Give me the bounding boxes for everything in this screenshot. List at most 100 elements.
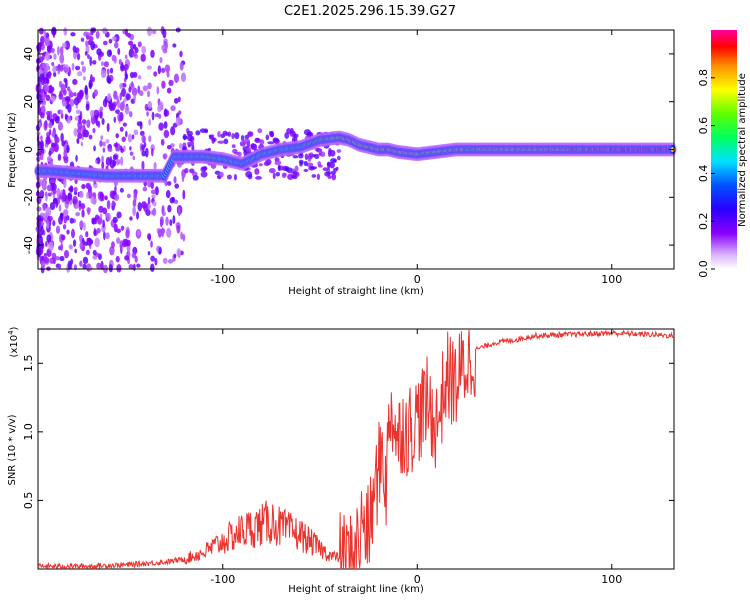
spectrogram-noise-speck [37, 215, 42, 222]
spectrogram-noise-speck [96, 48, 102, 56]
spectrogram-noise-speck [129, 216, 133, 221]
spectrogram-noise-speck [86, 192, 89, 199]
spectrogram-noise-speck [66, 229, 70, 235]
spectrogram-noise-speck [80, 37, 85, 42]
spectrogram-noise-speck [113, 142, 119, 148]
spectrogram-noise-speck [60, 234, 66, 241]
spectrogram-noise-speck [163, 108, 168, 117]
spectrogram-noise-speck [142, 85, 148, 92]
spectrogram-noise-speck [79, 241, 84, 250]
spectrogram-noise-speck [60, 113, 64, 119]
spectrogram-noise-speck [112, 216, 118, 224]
spectrogram-noise-speck [58, 92, 64, 100]
spectrogram-noise-speck [70, 228, 75, 239]
spectrogram-noise-speck [324, 171, 331, 177]
spectrogram-noise-speck [195, 130, 201, 136]
spectrogram-noise-speck [150, 255, 156, 262]
spectrogram-noise-speck [64, 40, 71, 50]
spectrogram-noise-speck [128, 86, 132, 93]
spectrogram-noise-speck [132, 71, 138, 78]
spectrogram-noise-speck [203, 128, 209, 134]
spectrogram-noise-speck [292, 155, 299, 159]
spectrogram-noise-speck [46, 114, 51, 121]
spectrogram-noise-speck [247, 174, 253, 180]
spectrogram-noise-speck [66, 116, 71, 124]
spectrogram-noise-speck [141, 133, 145, 144]
colorbar-tick-label: 0.2 [697, 212, 710, 230]
colorbar-tick-label: 0.4 [697, 165, 710, 183]
spectrogram-noise-speck [38, 121, 42, 128]
spectrogram-noise-speck [63, 156, 69, 164]
spectrogram-noise-speck [121, 100, 125, 109]
spectrogram-noise-speck [211, 137, 217, 142]
spectrogram-noise-speck [51, 142, 57, 148]
spectrogram-noise-speck [100, 135, 104, 140]
spectrogram-noise-speck [275, 171, 281, 177]
spectrogram-noise-speck [94, 214, 100, 220]
spectrogram-noise-speck [143, 202, 148, 212]
spectrogram-noise-speck [336, 149, 342, 153]
spectrogram-noise-speck [102, 147, 106, 153]
spectrogram-noise-speck [66, 144, 70, 154]
spectrogram-noise-speck [48, 121, 53, 129]
spectrogram-noise-speck [112, 159, 117, 167]
spectrogram-noise-speck [115, 255, 120, 263]
spectrogram-noise-speck [47, 192, 52, 197]
spectrogram-noise-speck [233, 173, 237, 181]
spectrogram-noise-speck [316, 173, 321, 181]
spectrogram-noise-speck [121, 239, 127, 248]
spectrogram-noise-speck [93, 89, 98, 97]
spectrogram-noise-speck [178, 110, 182, 115]
spectrogram-noise-speck [83, 241, 89, 246]
spectrogram-noise-speck [177, 96, 181, 103]
spectrogram-noise-speck [284, 166, 290, 172]
spectrogram-noise-speck [146, 111, 149, 117]
spectrogram-noise-speck [57, 245, 62, 251]
colorbar-gradient [711, 30, 737, 269]
spectrogram-noise-speck [287, 173, 294, 180]
spectrogram-noise-speck [161, 44, 166, 51]
spectrogram-noise-speck [281, 173, 287, 178]
spectrogram-noise-speck [132, 43, 137, 50]
spectrogram-noise-speck [79, 260, 83, 267]
spectrogram-noise-speck [79, 220, 84, 229]
spectrogram-noise-speck [141, 150, 147, 157]
spectrogram-noise-speck [152, 201, 157, 207]
spectrogram-noise-speck [77, 132, 83, 140]
spectrogram-noise-speck [90, 40, 96, 51]
spectrogram-noise-speck [43, 256, 50, 264]
spectrogram-noise-speck [116, 237, 121, 244]
snr-scale-prefix: (x10 [9, 335, 20, 358]
spectrogram-noise-speck [92, 249, 97, 256]
spectrogram-noise-speck [145, 147, 149, 158]
spectrogram-noise-speck [45, 32, 50, 39]
spectrogram-noise-speck [157, 65, 162, 75]
spectrogram-noise-speck [74, 248, 77, 254]
spectrogram-noise-speck [106, 200, 111, 210]
spectrogram-noise-speck [70, 32, 76, 37]
spectrogram-noise-speck [90, 196, 96, 204]
spectrogram-noise-speck [96, 227, 101, 234]
spectrogram-noise-speck [131, 87, 138, 97]
spectrogram-noise-speck [113, 116, 117, 123]
spectrogram-noise-speck [158, 246, 162, 255]
spectrogram-noise-speck [161, 80, 166, 89]
spectrogram-noise-speck [84, 51, 88, 56]
spectrogram-noise-speck [100, 69, 107, 79]
spectrogram-noise-speck [91, 218, 96, 225]
spectrogram-noise-speck [258, 163, 263, 167]
spectrogram-noise-speck [63, 178, 67, 189]
spectrogram-noise-speck [72, 195, 78, 205]
spectrogram-noise-speck [51, 26, 57, 35]
spectrogram-noise-speck [80, 202, 86, 210]
spectrogram-noise-speck [147, 251, 151, 256]
spectrogram-noise-speck [154, 186, 159, 196]
spectrogram-noise-speck [43, 29, 47, 39]
spectrogram-noise-speck [52, 220, 56, 227]
spectrogram-noise-speck [105, 139, 110, 144]
spectrogram-noise-speck [101, 117, 105, 125]
spectrogram-noise-speck [81, 209, 85, 218]
spectrogram-noise-speck [63, 249, 70, 259]
spectrogram-noise-speck [73, 186, 78, 193]
spectrogram-noise-speck [125, 130, 128, 138]
